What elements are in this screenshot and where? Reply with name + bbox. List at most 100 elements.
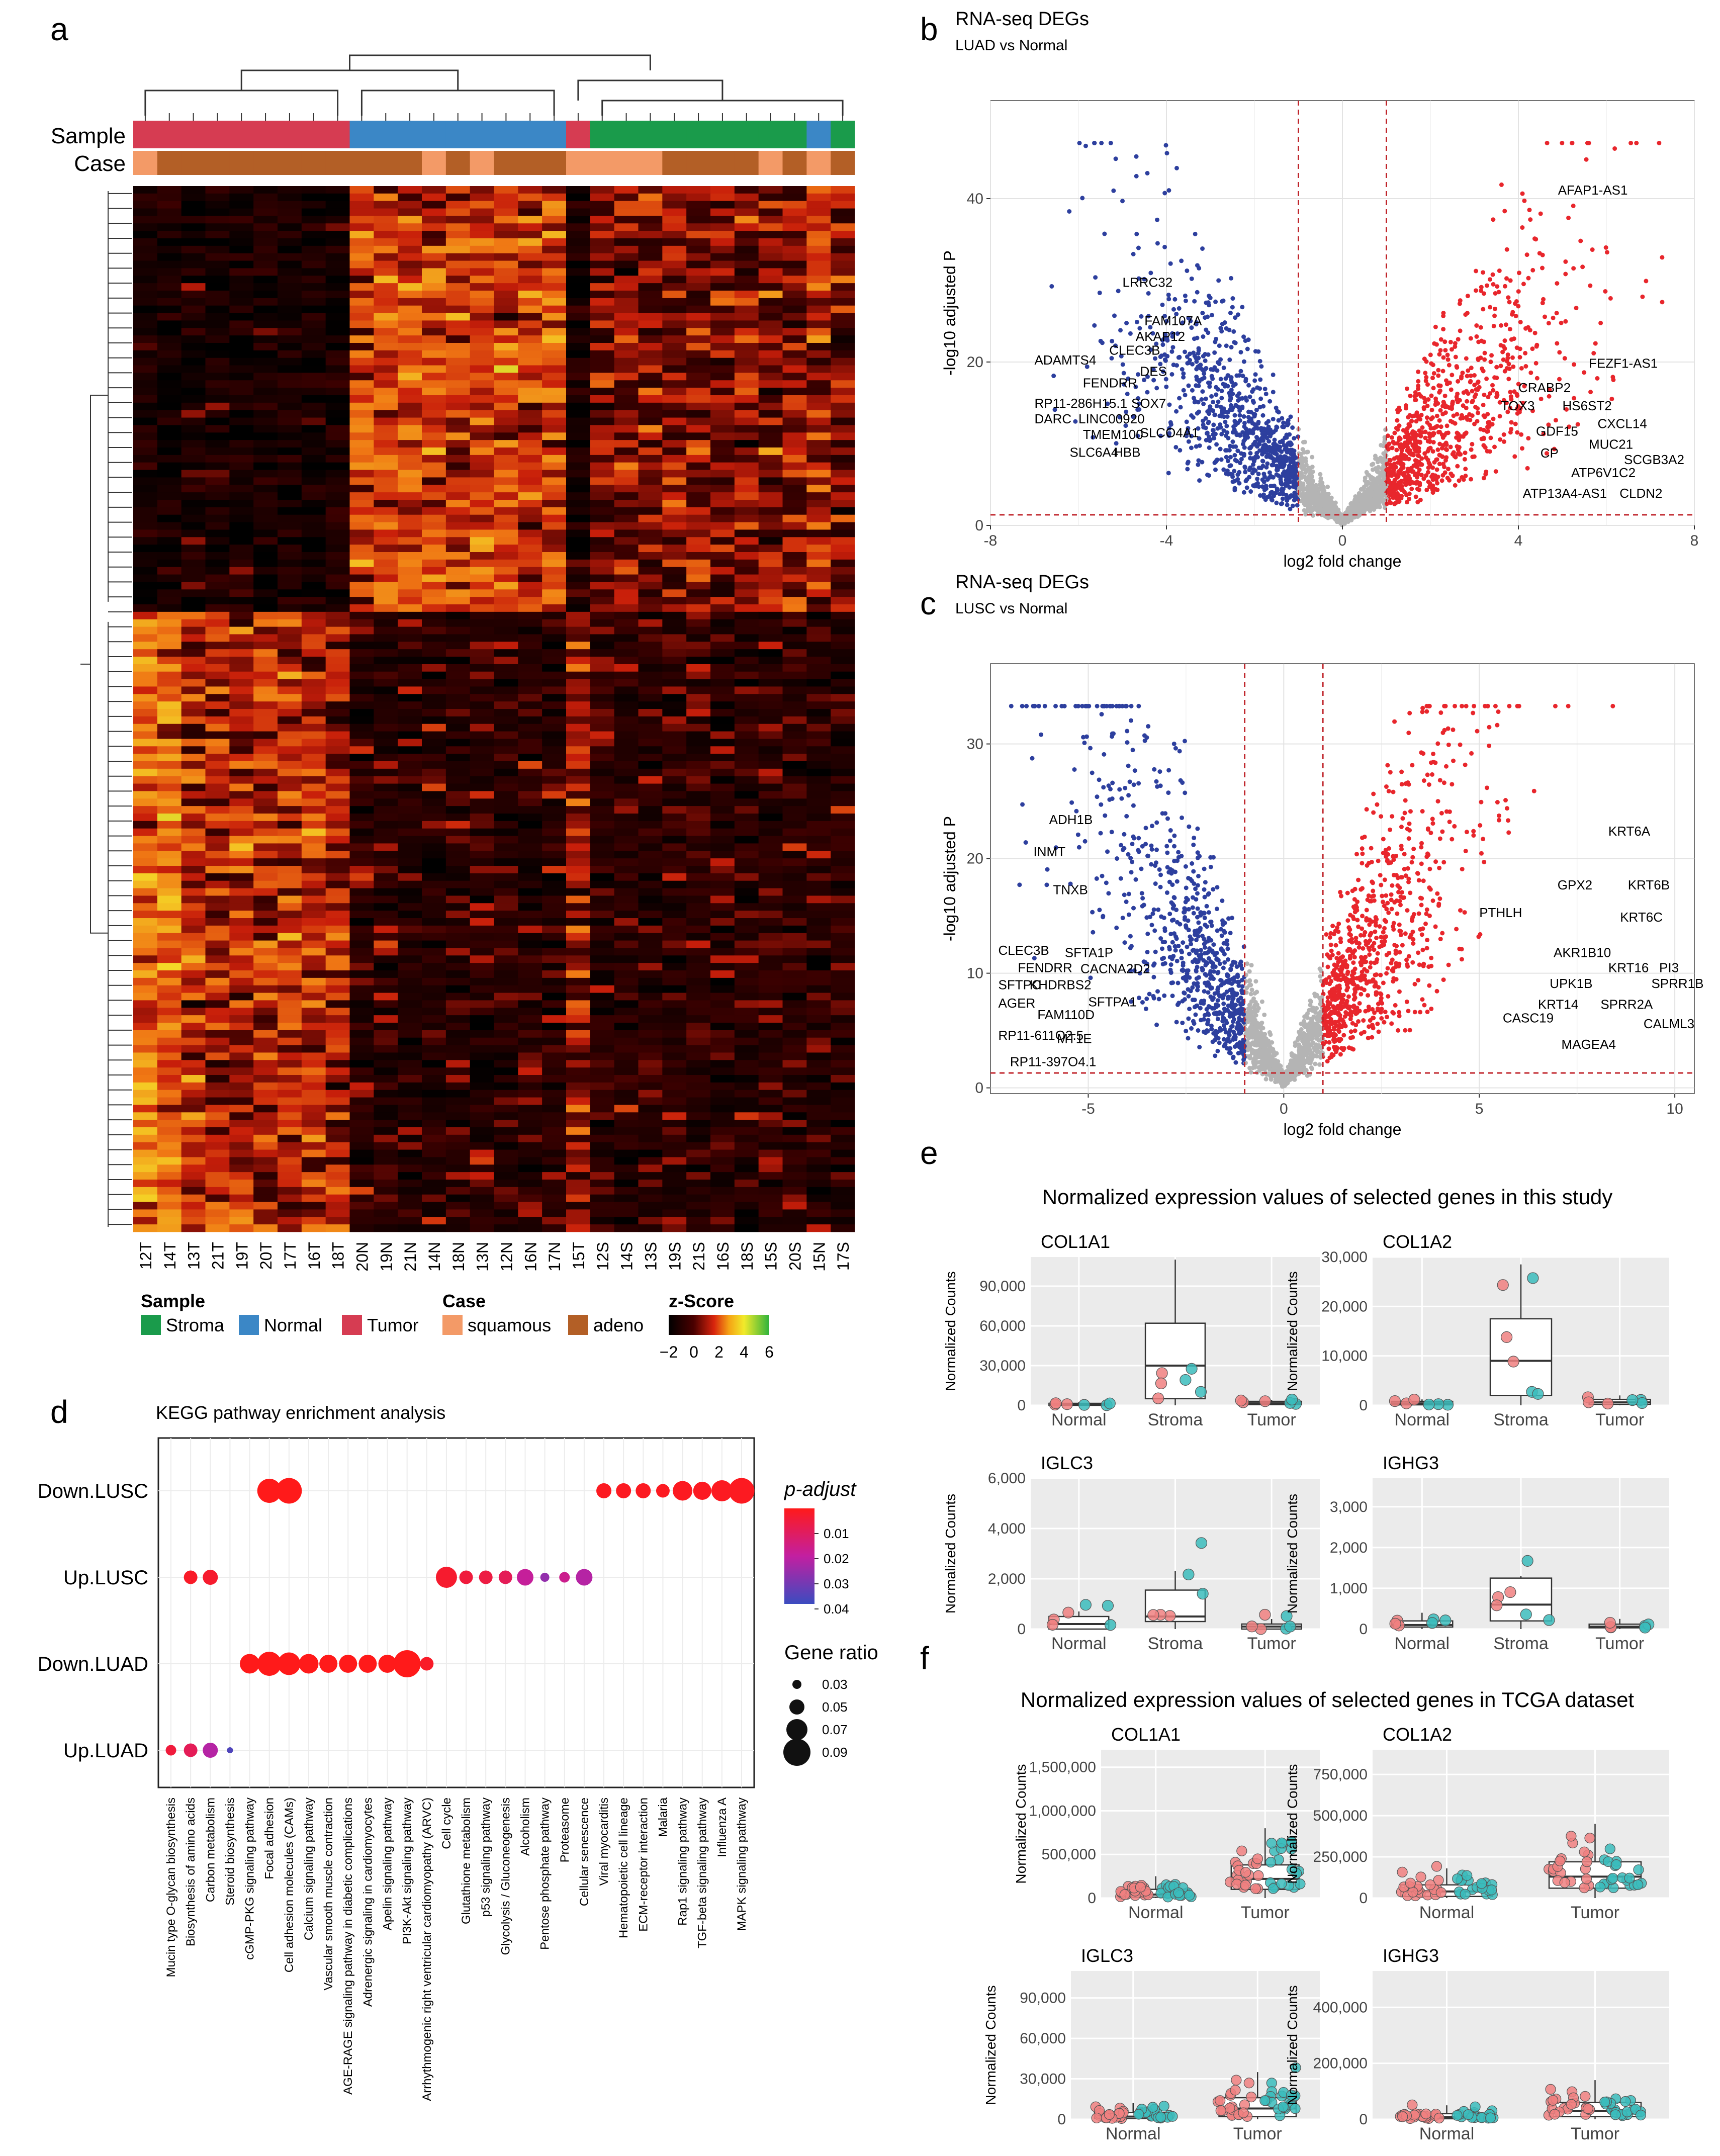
heatmap-cell	[590, 208, 615, 216]
heatmap-cell	[614, 1090, 639, 1098]
heatmap-cell	[398, 291, 422, 299]
heatmap-cell	[686, 873, 711, 881]
case-annotation-cell	[374, 151, 398, 175]
heatmap-cell	[445, 1082, 471, 1091]
heatmap-cell	[542, 350, 567, 358]
heatmap-cell	[422, 380, 446, 388]
heatmap-cell	[686, 357, 711, 366]
heatmap-cell	[782, 649, 807, 657]
heatmap-cell	[422, 948, 446, 956]
heatmap-cell	[398, 657, 422, 665]
heatmap-cell	[133, 514, 158, 522]
heatmap-cell	[590, 814, 615, 822]
heatmap-cell	[133, 462, 158, 470]
heatmap-cell	[662, 776, 687, 784]
heatmap-cell	[157, 410, 182, 418]
heatmap-cell	[662, 1172, 687, 1180]
heatmap-cell	[133, 373, 158, 381]
heatmap-cell	[638, 402, 663, 411]
heatmap-cell	[398, 388, 422, 396]
heatmap-cell	[518, 1000, 542, 1008]
heatmap-cell	[494, 873, 518, 881]
heatmap-cell	[325, 746, 350, 754]
heatmap-cell	[806, 746, 831, 754]
heatmap-cell	[470, 761, 494, 769]
heatmap-cell	[758, 537, 783, 545]
heatmap-cell	[398, 574, 422, 582]
heatmap-cell	[590, 1224, 615, 1232]
heatmap-cell	[518, 1209, 542, 1217]
heatmap-cell	[374, 313, 398, 321]
heatmap-cell	[518, 895, 542, 904]
heatmap-cell	[229, 955, 254, 963]
heatmap-cell	[445, 477, 471, 485]
heatmap-cell	[782, 619, 807, 627]
heatmap-cell	[566, 1052, 591, 1060]
heatmap-cell	[758, 791, 783, 799]
heatmap-cell	[686, 462, 711, 470]
heatmap-cell	[325, 328, 350, 336]
heatmap-cell	[205, 216, 230, 224]
heatmap-cell	[205, 402, 230, 411]
heatmap-cell	[374, 746, 398, 754]
heatmap-cell	[494, 276, 518, 284]
heatmap-cell	[734, 776, 759, 784]
heatmap-cell	[470, 357, 494, 366]
heatmap-cell	[445, 828, 471, 836]
heatmap-cell	[566, 977, 591, 986]
heatmap-cell	[710, 320, 735, 328]
heatmap-cell	[349, 193, 374, 202]
heatmap-cell	[133, 335, 158, 343]
heatmap-cell	[614, 1075, 639, 1083]
heatmap-cell	[374, 545, 398, 553]
heatmap-cell	[374, 657, 398, 665]
heatmap-cell	[566, 679, 591, 687]
heatmap-cell	[445, 1202, 471, 1210]
heatmap-cell	[398, 955, 422, 963]
heatmap-cell	[806, 851, 831, 859]
heatmap-cell	[590, 514, 615, 522]
heatmap-cell	[205, 552, 230, 560]
heatmap-cell	[422, 626, 446, 635]
heatmap-cell	[325, 911, 350, 919]
heatmap-cell	[470, 440, 494, 448]
heatmap-cell	[349, 918, 374, 926]
sample-annotation-cell	[542, 121, 567, 148]
heatmap-cell	[590, 731, 615, 739]
heatmap-cell	[831, 298, 855, 306]
heatmap-cell	[734, 1202, 759, 1210]
heatmap-cell	[157, 933, 182, 941]
heatmap-cell	[205, 694, 230, 702]
heatmap-cell	[710, 522, 735, 530]
heatmap-cell	[806, 716, 831, 725]
heatmap-cell	[133, 238, 158, 246]
heatmap-cell	[662, 1030, 687, 1038]
heatmap-cell	[638, 216, 663, 224]
heatmap-cell	[831, 1090, 855, 1098]
heatmap-cell	[542, 828, 567, 836]
heatmap-cell	[325, 828, 350, 836]
heatmap-cell	[518, 537, 542, 545]
heatmap-cell	[398, 814, 422, 822]
heatmap-cell	[518, 1142, 542, 1150]
heatmap-cell	[133, 313, 158, 321]
heatmap-cell	[590, 1217, 615, 1225]
heatmap-cell	[494, 814, 518, 822]
heatmap-cell	[422, 388, 446, 396]
heatmap-cell	[758, 388, 783, 396]
volcano-point	[1476, 410, 1481, 415]
heatmap-cell	[349, 313, 374, 321]
heatmap-cell	[470, 402, 494, 411]
heatmap-cell	[301, 828, 326, 836]
heatmap-cell	[614, 245, 639, 254]
heatmap-cell	[710, 552, 735, 560]
heatmap-cell	[205, 642, 230, 650]
heatmap-cell	[325, 1202, 350, 1210]
heatmap-cell	[445, 455, 471, 463]
heatmap-cell	[662, 642, 687, 650]
heatmap-cell	[494, 186, 518, 194]
heatmap-cell	[133, 231, 158, 239]
volcano-point	[1201, 401, 1206, 406]
heatmap-cell	[494, 567, 518, 575]
heatmap-cell	[638, 410, 663, 418]
